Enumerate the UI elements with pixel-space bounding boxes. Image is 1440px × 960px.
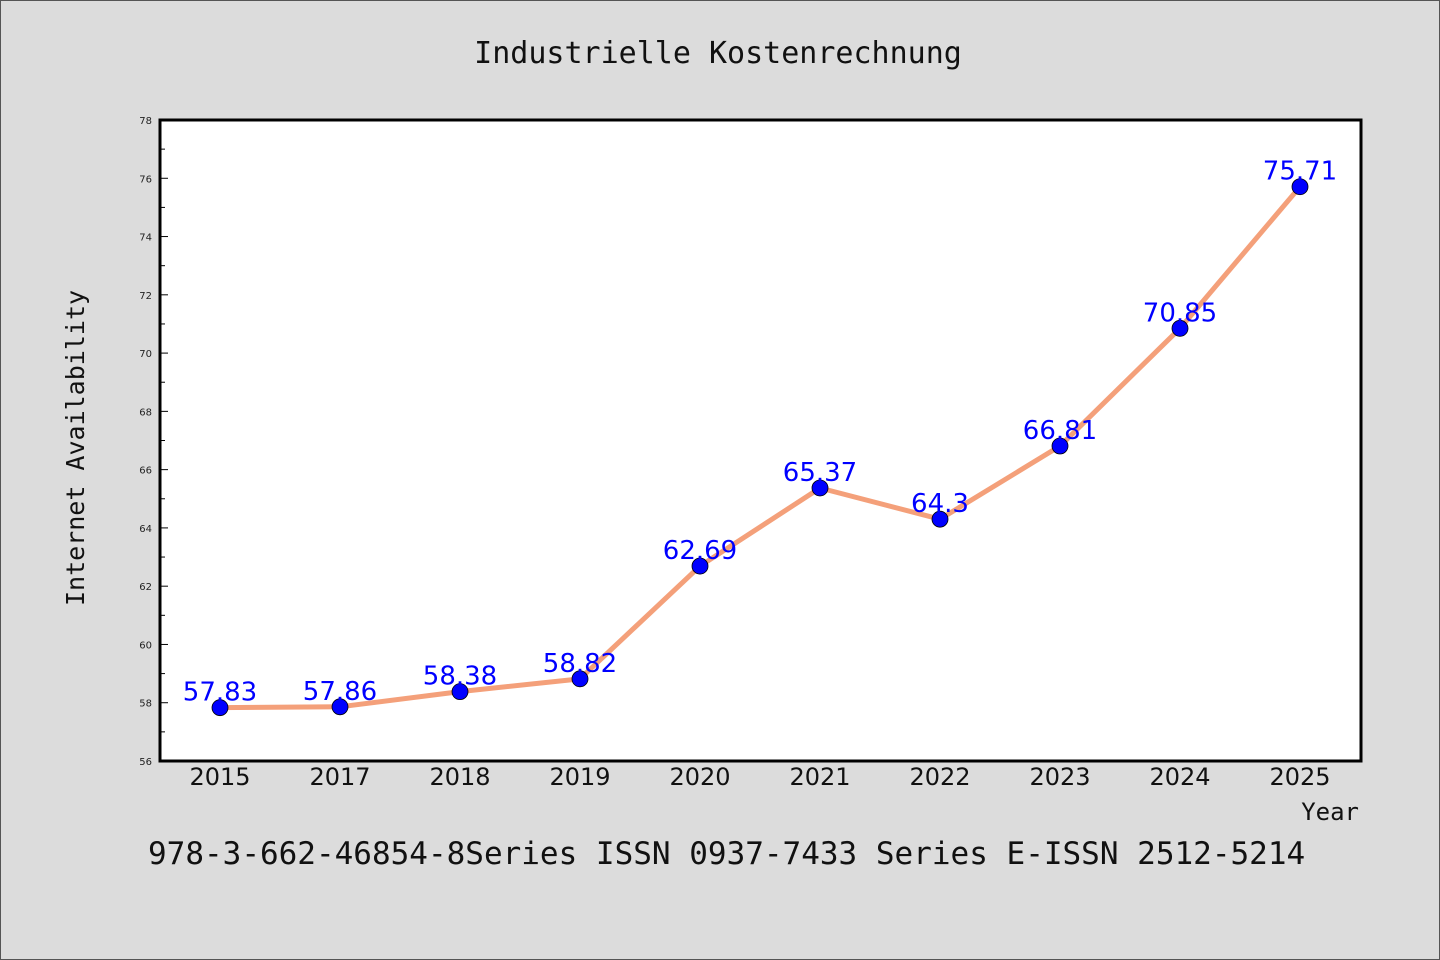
data-point	[451, 683, 469, 701]
x-tick-label: 2017	[309, 763, 370, 791]
y-tick-label: 58	[139, 699, 152, 710]
x-tick-label: 2021	[789, 763, 850, 791]
y-tick-label: 72	[139, 291, 152, 302]
x-tick-label: 2020	[669, 763, 730, 791]
data-label: 66.81	[1023, 416, 1097, 446]
series-line	[217, 184, 1303, 711]
data-label: 57.83	[183, 678, 257, 708]
data-point	[1291, 178, 1309, 196]
x-tick-label: 2015	[189, 763, 250, 791]
data-point	[931, 510, 949, 528]
data-point	[1051, 437, 1069, 455]
y-tick-label: 62	[139, 582, 152, 593]
data-point	[691, 557, 709, 575]
y-axis-ticks: 56 58 60 62 64 66 68 70 72 74 76 78	[139, 116, 168, 768]
data-point	[211, 699, 229, 717]
y-tick-label: 64	[139, 524, 152, 535]
y-tick-label: 76	[139, 174, 152, 185]
x-tick-label: 2024	[1149, 763, 1210, 791]
data-label: 62.69	[663, 536, 737, 566]
x-tick-label: 2023	[1029, 763, 1090, 791]
data-label: 64.3	[911, 489, 969, 519]
y-tick-label: 68	[139, 407, 152, 418]
y-tick-label: 70	[139, 349, 152, 360]
data-label: 58.82	[543, 649, 617, 679]
y-tick-label: 74	[139, 233, 152, 244]
data-label: 75.71	[1263, 157, 1337, 187]
chart-title: Industrielle Kostenrechnung	[474, 36, 962, 71]
x-tick-label: 2019	[549, 763, 610, 791]
x-tick-label: 2022	[909, 763, 970, 791]
y-axis-label: Internet Availability	[61, 290, 90, 606]
y-tick-label: 60	[139, 640, 152, 651]
plot-area	[158, 118, 1363, 763]
data-markers	[211, 178, 1309, 717]
y-tick-label: 78	[139, 116, 152, 127]
data-label: 65.37	[783, 458, 857, 488]
data-label: 57.86	[303, 677, 377, 707]
y-tick-label: 56	[139, 757, 152, 768]
x-axis-ticks: 2015 2017 2018 2019 2020 2021 2022 2023 2024 2025	[189, 763, 1330, 791]
data-point	[811, 479, 829, 497]
data-point	[1171, 319, 1189, 337]
x-axis-label: Year	[1301, 798, 1359, 826]
data-label: 70.85	[1143, 298, 1217, 328]
y-tick-label: 66	[139, 466, 152, 477]
footer-isbn-issn: 978-3-662-46854-8Series ISSN 0937-7433 S…	[148, 836, 1305, 872]
x-tick-label: 2018	[429, 763, 490, 791]
data-point	[331, 698, 349, 716]
data-label: 58.38	[423, 662, 497, 692]
data-point	[571, 670, 589, 688]
x-tick-label: 2025	[1269, 763, 1330, 791]
data-labels: 57.83 57.86 58.38 58.82 62.69 65.37 64.3 66.81 7…	[183, 157, 1337, 708]
